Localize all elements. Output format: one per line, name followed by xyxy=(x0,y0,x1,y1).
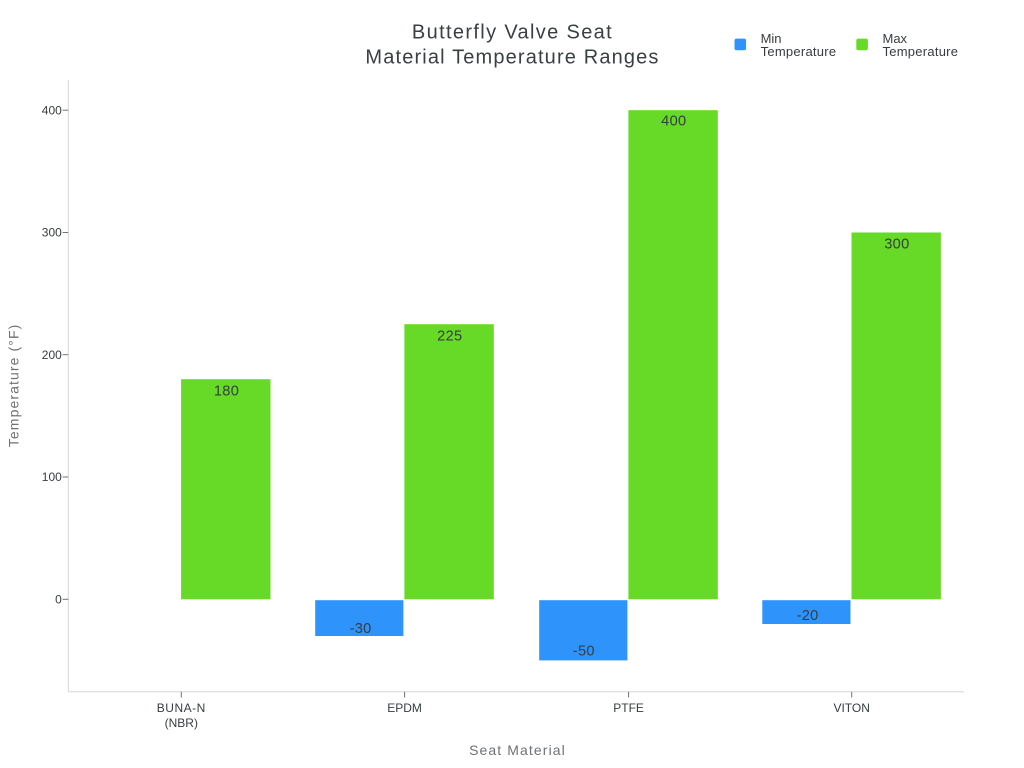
svg-text:(NBR): (NBR) xyxy=(165,716,198,730)
svg-text:Material Temperature Ranges: Material Temperature Ranges xyxy=(365,46,659,68)
svg-text:300: 300 xyxy=(884,237,909,253)
svg-text:-20: -20 xyxy=(797,608,819,624)
svg-text:Temperature: Temperature xyxy=(883,44,959,59)
svg-text:225: 225 xyxy=(437,328,462,344)
svg-text:-30: -30 xyxy=(350,621,372,637)
svg-text:VITON: VITON xyxy=(833,701,869,715)
svg-text:Max: Max xyxy=(883,31,908,46)
svg-text:BUNA-N: BUNA-N xyxy=(157,701,206,715)
svg-text:Butterfly Valve Seat: Butterfly Valve Seat xyxy=(412,22,613,44)
svg-text:100: 100 xyxy=(42,470,62,484)
svg-text:Temperature: Temperature xyxy=(761,44,837,59)
svg-text:0: 0 xyxy=(55,593,62,607)
svg-text:300: 300 xyxy=(42,226,62,240)
svg-text:Min: Min xyxy=(761,31,782,46)
svg-text:180: 180 xyxy=(214,383,239,399)
svg-text:PTFE: PTFE xyxy=(613,701,644,715)
svg-text:EPDM: EPDM xyxy=(387,701,422,715)
svg-text:-50: -50 xyxy=(573,643,595,659)
svg-text:400: 400 xyxy=(42,103,62,117)
svg-text:Temperature (°F): Temperature (°F) xyxy=(6,324,22,448)
svg-text:Seat Material: Seat Material xyxy=(469,742,566,758)
svg-text:400: 400 xyxy=(661,114,686,130)
svg-text:200: 200 xyxy=(42,348,62,362)
